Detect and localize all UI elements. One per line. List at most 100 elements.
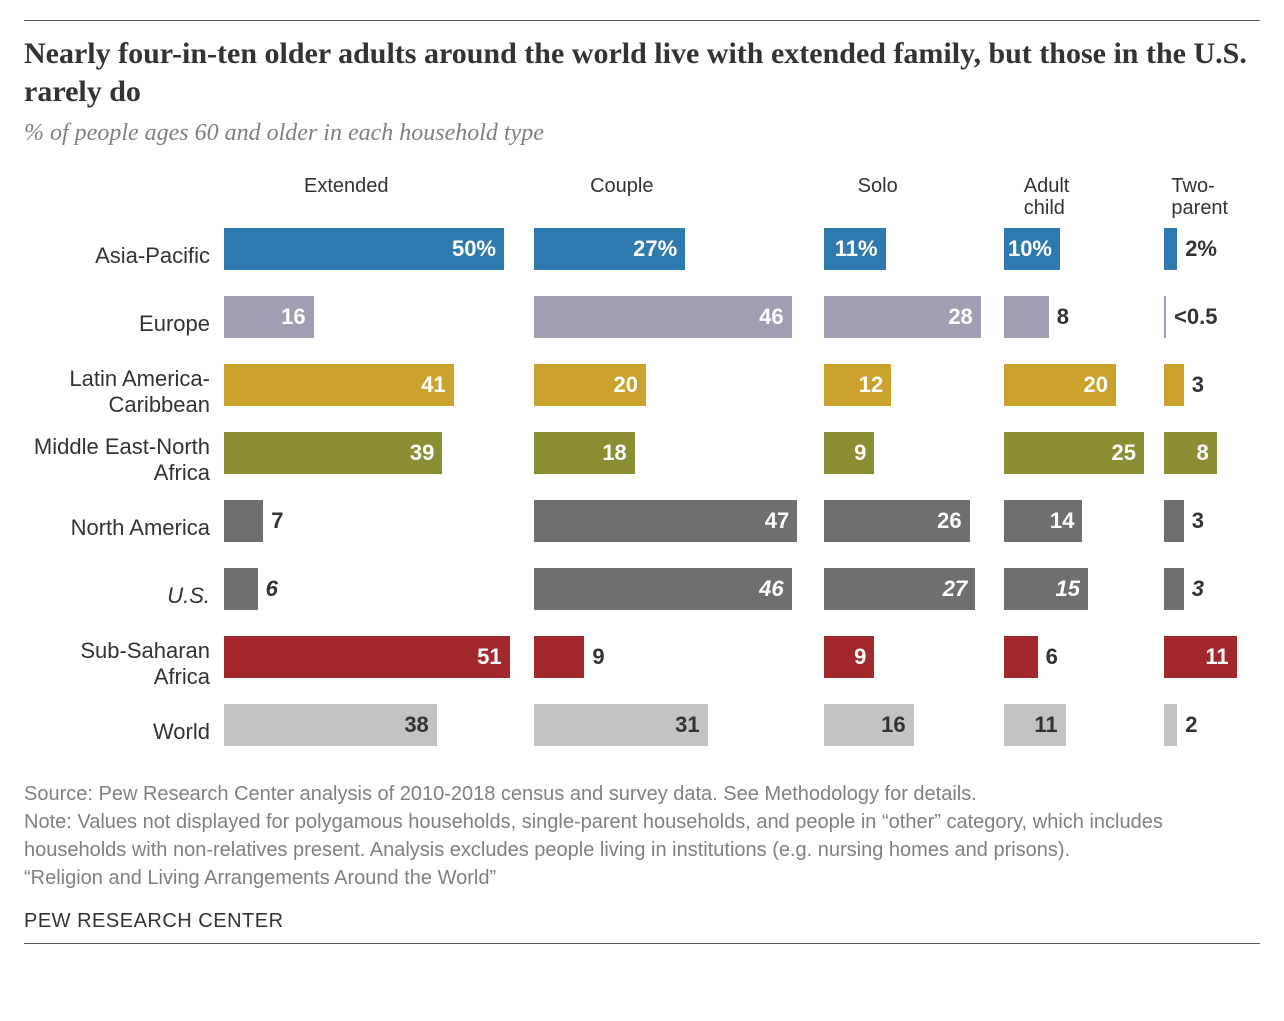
bar-value: 46 [759, 576, 783, 602]
cell: 9 [534, 636, 824, 692]
cell: 20 [1004, 364, 1164, 420]
bar-value: 2% [1185, 236, 1217, 262]
bar-value: 9 [854, 440, 866, 466]
bar-value: 16 [281, 304, 305, 330]
bar-value: 46 [759, 304, 783, 330]
bar-value: 3 [1192, 508, 1204, 534]
cell: 3 [1164, 500, 1260, 556]
cell: 51 [224, 636, 534, 692]
row-cells: 5199611 [224, 636, 1260, 692]
cell: 2 [1164, 704, 1260, 760]
bar: 51 [224, 636, 510, 678]
bar-value: 39 [410, 440, 434, 466]
cell: 10% [1004, 228, 1164, 284]
bar-value: 12 [859, 372, 883, 398]
row-cells: 64627153 [224, 568, 1260, 624]
column-header: Adult child [1024, 175, 1172, 220]
bar: 41 [224, 364, 454, 406]
row-cells: 16 46 28 8 <0.5 [224, 296, 1260, 352]
note-line: “Religion and Living Arrangements Around… [24, 864, 1260, 892]
bar-value: 10% [1008, 236, 1052, 262]
chart-title: Nearly four-in-ten older adults around t… [24, 35, 1260, 110]
top-rule [24, 20, 1260, 21]
row-label: Sub-Saharan Africa [24, 638, 224, 690]
bar: 8 [1004, 296, 1049, 338]
bar: 11% [824, 228, 886, 270]
note-line: Source: Pew Research Center analysis of … [24, 780, 1260, 808]
cell: 38 [224, 704, 534, 760]
row-label: Middle East-North Africa [24, 434, 224, 486]
bar: 28 [824, 296, 981, 338]
bar: 20 [1004, 364, 1116, 406]
row-cells: 74726143 [224, 500, 1260, 556]
bar-value: 31 [675, 712, 699, 738]
cell: 6 [224, 568, 534, 624]
bar: 9 [824, 636, 874, 678]
bar-value: 38 [404, 712, 428, 738]
column-header: Two- parent [1171, 175, 1260, 220]
cell: 8 [1164, 432, 1260, 488]
cell: 31 [534, 704, 824, 760]
bar: 3 [1164, 364, 1184, 406]
row-cells: 38 31 16 11 2 [224, 704, 1260, 760]
note-line: Note: Values not displayed for polygamou… [24, 808, 1260, 864]
chart-row: World383116112 [24, 704, 1260, 760]
bar: 9 [534, 636, 584, 678]
row-label: U.S. [24, 583, 224, 609]
cell: 6 [1004, 636, 1164, 692]
row-cells: 50% 27% 11% 10% 2% [224, 228, 1260, 284]
chart-row: Europe1646288<0.5 [24, 296, 1260, 352]
bar: 3 [1164, 500, 1184, 542]
bar: 8 [1164, 432, 1217, 474]
bar: 10% [1004, 228, 1060, 270]
bar: 46 [534, 296, 792, 338]
bar: 16 [224, 296, 314, 338]
cell: 11% [824, 228, 1004, 284]
bottom-rule [24, 943, 1260, 944]
chart-body: ExtendedCoupleSoloAdult childTwo- parent… [24, 175, 1260, 760]
bar-value: 3 [1192, 372, 1204, 398]
bar: 3 [1164, 568, 1184, 610]
column-header: Solo [858, 175, 1024, 220]
bar: 7 [224, 500, 263, 542]
bar-value: 11 [1205, 644, 1228, 670]
bar-value: 6 [1046, 644, 1058, 670]
bar: 11 [1164, 636, 1237, 678]
row-label: North America [24, 515, 224, 541]
bar: 12 [824, 364, 891, 406]
cell: <0.5 [1164, 296, 1260, 352]
bar: 26 [824, 500, 970, 542]
row-cells: 39 18 9 25 8 [224, 432, 1260, 488]
bar: 25 [1004, 432, 1144, 474]
cell: 14 [1004, 500, 1164, 556]
bar-value: 9 [592, 644, 604, 670]
bar: 9 [824, 432, 874, 474]
cell: 15 [1004, 568, 1164, 624]
bar: 27% [534, 228, 685, 270]
cell: 16 [224, 296, 534, 352]
cell: 16 [824, 704, 1004, 760]
row-label: Latin America-Caribbean [24, 366, 224, 418]
chart-rows: Asia-Pacific50%27%11%10%2%Europe1646288<… [24, 228, 1260, 760]
cell: 9 [824, 636, 1004, 692]
bar-value: 18 [602, 440, 626, 466]
bar: 38 [224, 704, 437, 746]
bar-value: 16 [881, 712, 905, 738]
column-header: Couple [590, 175, 858, 220]
bar-value: 28 [948, 304, 972, 330]
cell: 39 [224, 432, 534, 488]
row-label: Asia-Pacific [24, 243, 224, 269]
bar-value: 47 [765, 508, 789, 534]
cell: 27% [534, 228, 824, 284]
bar-value: 41 [421, 372, 445, 398]
cell: 46 [534, 568, 824, 624]
bar: 11 [1004, 704, 1066, 746]
cell: 18 [534, 432, 824, 488]
cell: 8 [1004, 296, 1164, 352]
chart-row: Latin America-Caribbean412012203 [24, 364, 1260, 420]
cell: 25 [1004, 432, 1164, 488]
bar-value: 27% [633, 236, 677, 262]
attribution: PEW RESEARCH CENTER [24, 910, 1260, 933]
cell: 50% [224, 228, 534, 284]
cell: 41 [224, 364, 534, 420]
